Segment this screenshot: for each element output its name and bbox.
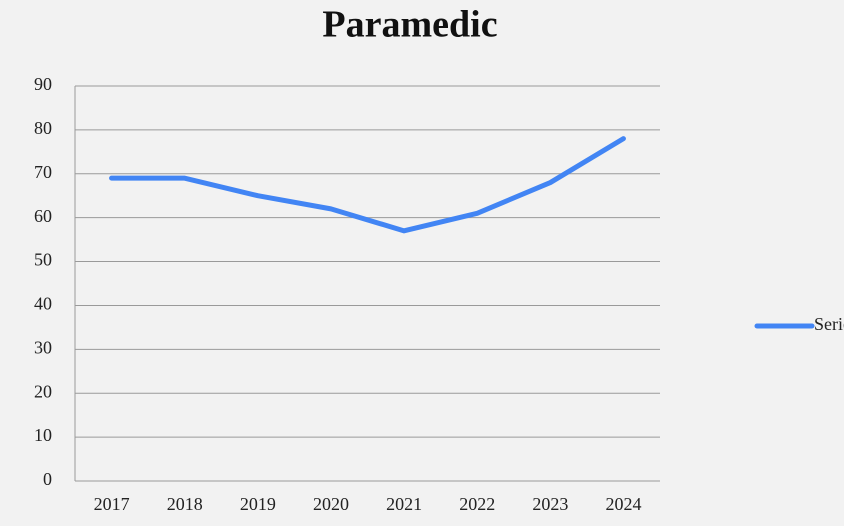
x-tick-label: 2019 bbox=[240, 494, 276, 514]
chart-title: Paramedic bbox=[322, 4, 497, 46]
y-tick-label: 90 bbox=[34, 74, 52, 94]
x-tick-label: 2023 bbox=[532, 494, 568, 514]
y-tick-label: 0 bbox=[43, 469, 52, 489]
y-tick-label: 40 bbox=[34, 294, 52, 314]
y-tick-label: 70 bbox=[34, 162, 52, 182]
x-tick-label: 2018 bbox=[167, 494, 203, 514]
x-tick-label: 2017 bbox=[94, 494, 130, 514]
y-tick-label: 60 bbox=[34, 206, 52, 226]
y-tick-label: 80 bbox=[34, 118, 52, 138]
x-tick-label: 2020 bbox=[313, 494, 349, 514]
y-tick-label: 20 bbox=[34, 381, 52, 401]
x-tick-label: 2024 bbox=[605, 494, 641, 514]
x-tick-label: 2022 bbox=[459, 494, 495, 514]
y-tick-label: 10 bbox=[34, 425, 52, 445]
legend-label: Series1 bbox=[814, 314, 844, 334]
y-tick-label: 50 bbox=[34, 250, 52, 270]
y-tick-label: 30 bbox=[34, 337, 52, 357]
series-line bbox=[109, 136, 626, 234]
x-tick-label: 2021 bbox=[386, 494, 422, 514]
